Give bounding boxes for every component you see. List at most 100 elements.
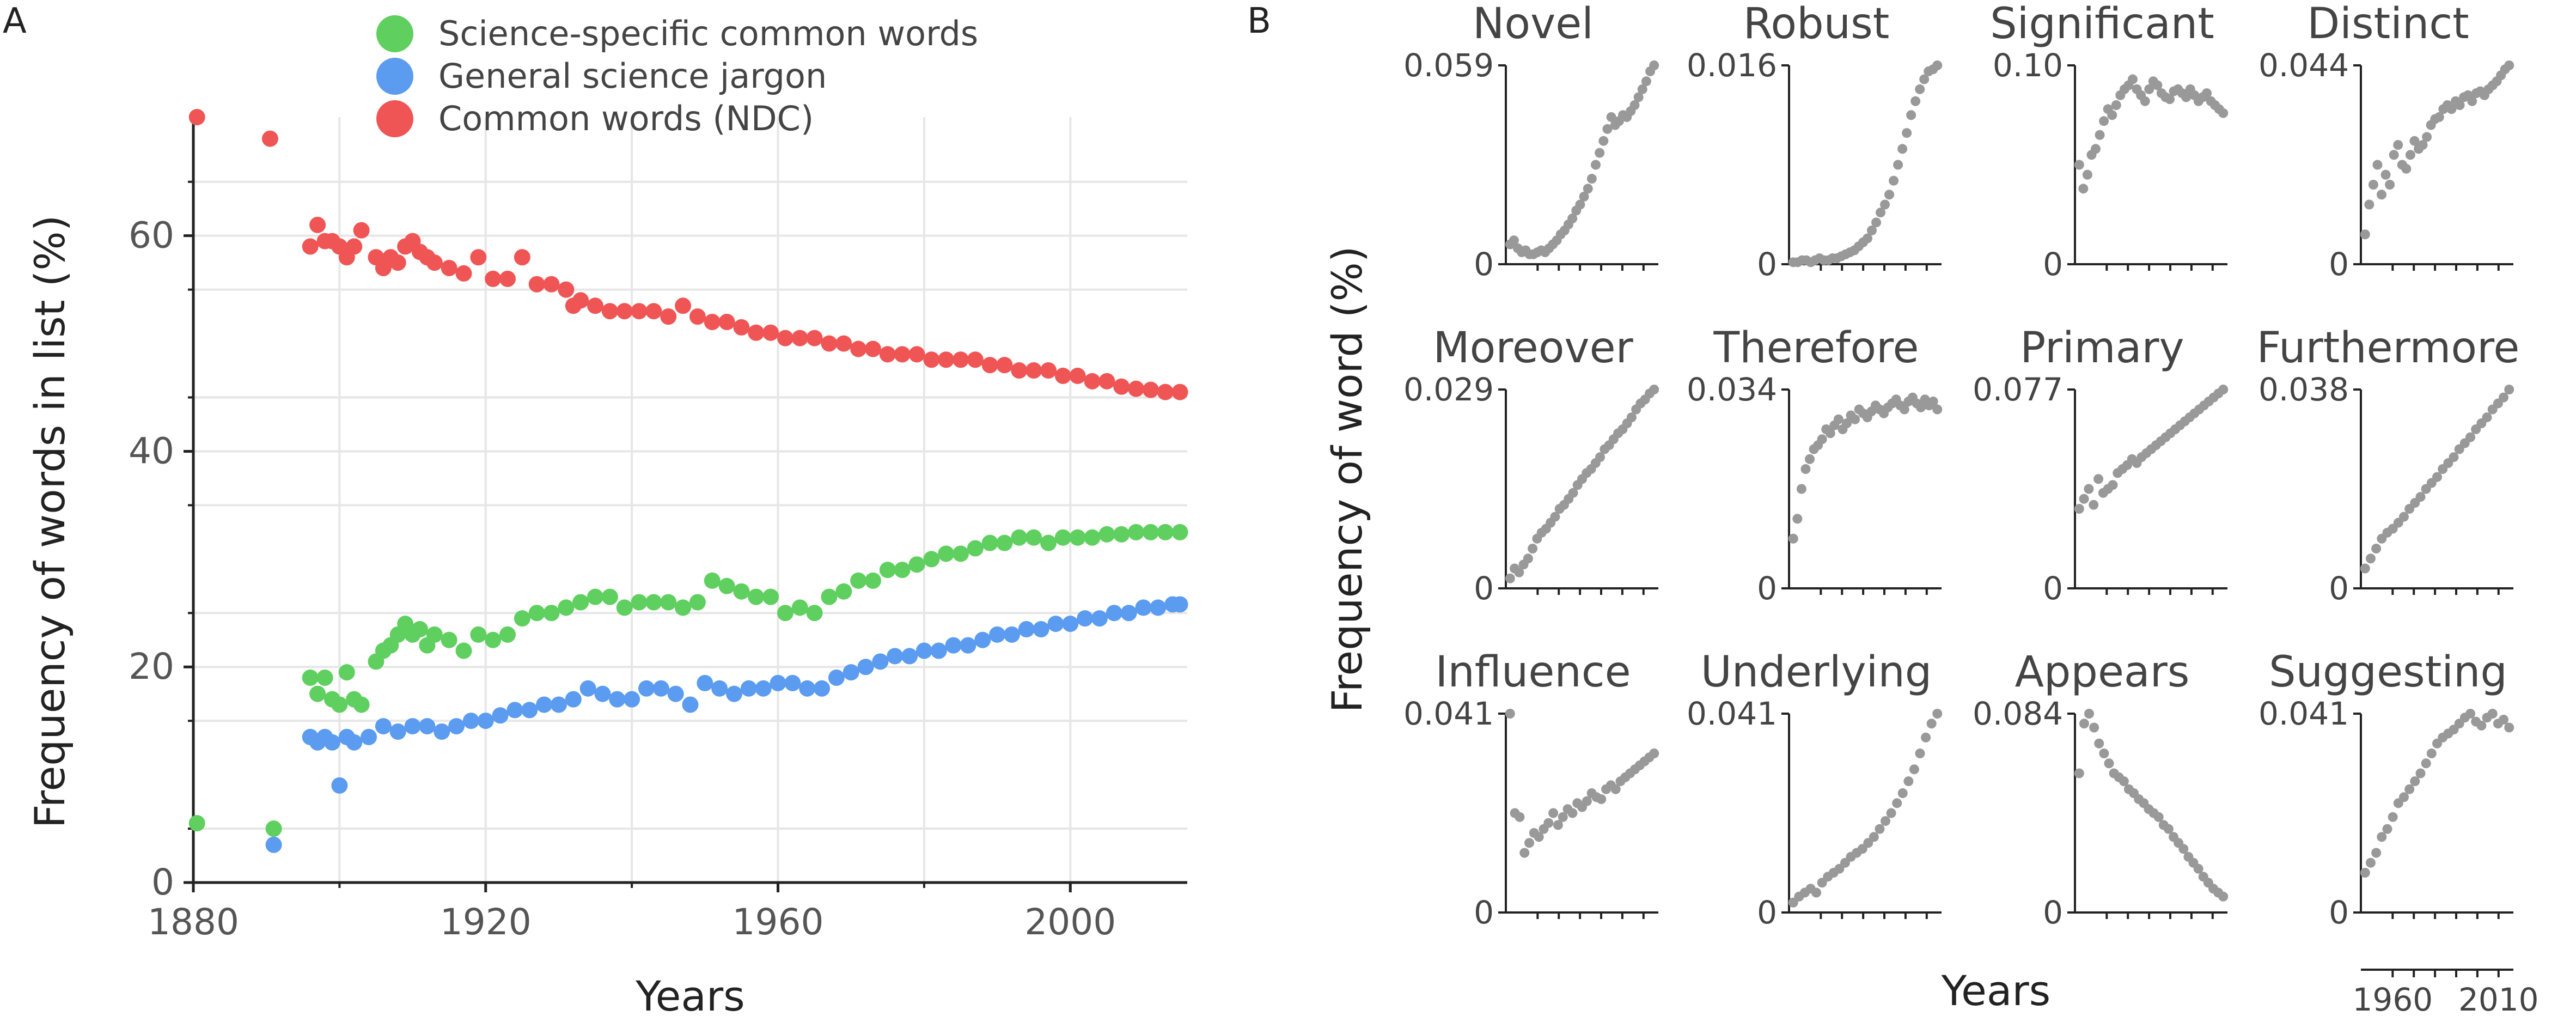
data-point	[667, 685, 684, 702]
data-point	[996, 534, 1013, 551]
data-point	[726, 685, 743, 702]
data-point	[806, 605, 823, 622]
data-point	[1811, 887, 1822, 898]
data-point	[565, 691, 582, 708]
data-point	[1915, 749, 1925, 758]
data-point	[2487, 709, 2498, 719]
shared-x-axis: 1960 2010	[2353, 969, 2539, 1016]
data-point	[587, 588, 604, 605]
data-point	[1515, 812, 1525, 822]
data-point	[697, 674, 713, 691]
data-point	[411, 620, 428, 637]
subplot-ymin-label: 0	[1757, 246, 1777, 283]
data-point	[814, 680, 831, 697]
data-point	[2465, 709, 2476, 719]
data-point	[558, 599, 575, 616]
y-tick-label: 40	[129, 430, 174, 472]
data-point	[2455, 100, 2465, 110]
data-point	[1915, 84, 1925, 94]
data-point	[1919, 74, 1930, 84]
subplot-title: Underlying	[1701, 648, 1932, 697]
data-point	[2432, 472, 2442, 482]
data-point	[462, 713, 479, 729]
data-point	[1171, 384, 1188, 400]
subplot-title: Suggesting	[2269, 648, 2507, 697]
subplot-title: Significant	[1990, 0, 2214, 48]
subplot-title: Influence	[1435, 648, 1631, 697]
data-point	[2153, 812, 2164, 822]
data-point	[733, 583, 750, 600]
data-point	[2388, 812, 2398, 822]
data-point	[2389, 150, 2399, 160]
x-tick-label: 1960	[732, 901, 824, 943]
data-point	[1018, 620, 1035, 637]
data-point	[1602, 124, 1613, 134]
data-point	[915, 642, 932, 659]
subplot-ymax-label: 0.034	[1687, 371, 1777, 408]
subplot-title: Novel	[1473, 0, 1594, 48]
data-point	[2099, 116, 2109, 126]
data-point	[1817, 434, 1827, 445]
y-tick-label: 20	[129, 646, 174, 688]
series-0	[188, 524, 1188, 837]
subplot-title: Furthermore	[2257, 324, 2520, 373]
data-point	[660, 594, 677, 611]
data-point	[1610, 784, 1621, 794]
data-point	[1505, 573, 1515, 583]
data-point	[1910, 96, 1921, 106]
data-point	[1906, 110, 1916, 120]
data-point	[2504, 722, 2514, 733]
data-point	[953, 351, 969, 368]
data-point	[521, 702, 538, 719]
data-point	[2165, 94, 2175, 105]
data-point	[2418, 140, 2428, 150]
data-point	[1047, 616, 1064, 632]
data-point	[1863, 233, 1873, 244]
data-point	[682, 696, 699, 713]
subplot-ymax-label: 0.084	[1973, 695, 2063, 732]
data-point	[434, 723, 450, 740]
data-point	[1889, 175, 1899, 186]
data-point	[1633, 92, 1644, 102]
data-point	[887, 648, 904, 665]
data-point	[1909, 764, 1919, 775]
data-point	[2094, 738, 2104, 749]
data-point	[470, 249, 487, 266]
data-point	[2382, 824, 2392, 834]
subplot-ymin-label: 0	[1474, 570, 1494, 607]
data-point	[945, 637, 962, 654]
data-point	[419, 718, 436, 735]
data-point	[2111, 100, 2121, 110]
data-point	[1509, 235, 1519, 246]
data-point	[1788, 533, 1798, 544]
data-point	[2140, 96, 2150, 106]
data-point	[2108, 480, 2118, 490]
data-point	[1534, 832, 1544, 842]
data-point	[572, 292, 589, 309]
subplot-ymax-label: 0.038	[2258, 371, 2349, 408]
data-point	[631, 594, 648, 611]
data-point	[1054, 529, 1071, 546]
data-point	[514, 249, 530, 266]
data-point	[2434, 112, 2444, 122]
data-point	[2119, 776, 2129, 787]
data-point	[1884, 190, 1895, 200]
data-point	[389, 723, 406, 740]
subplot-ymin-label: 0	[2043, 570, 2063, 607]
data-point	[1897, 788, 1908, 798]
data-point	[389, 254, 406, 271]
data-point	[2410, 776, 2420, 787]
data-point	[784, 674, 801, 691]
data-point	[1113, 378, 1130, 395]
data-point	[1928, 396, 1938, 406]
data-point	[1595, 452, 1606, 463]
data-point	[740, 680, 757, 697]
data-point	[777, 330, 793, 346]
legend-label: Science-specific common words	[438, 14, 978, 53]
data-point	[309, 685, 326, 702]
data-point	[2360, 229, 2370, 240]
shared-x-tick-label: 1960	[2353, 981, 2433, 1016]
